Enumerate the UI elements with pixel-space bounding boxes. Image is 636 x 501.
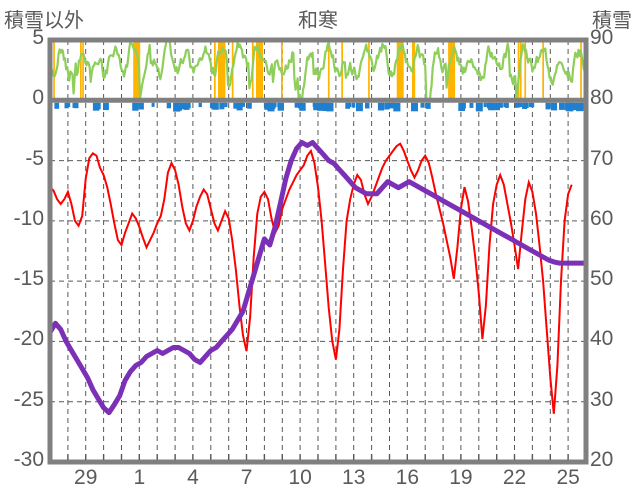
- y-axis-right-tick: 50: [590, 267, 614, 291]
- y-axis-right-tick: 30: [590, 387, 614, 411]
- x-axis-tick: 1: [133, 466, 146, 489]
- x-axis-tick: 22: [502, 466, 527, 489]
- y-axis-left-tick: 0: [32, 86, 44, 110]
- y-axis-right-tick: 70: [590, 146, 614, 170]
- x-axis-tick: 7: [240, 466, 253, 489]
- plot-frame: [47, 37, 589, 465]
- y-axis-right-tick: 80: [590, 86, 614, 110]
- x-axis-tick: 13: [342, 466, 366, 489]
- snow-depth-series: [50, 140, 586, 416]
- y-axis-left-tick: -25: [13, 387, 44, 411]
- humidity-series: [50, 40, 586, 102]
- y-axis-right-tick: 90: [590, 26, 614, 49]
- temperature-series: [50, 142, 573, 414]
- x-axis-tick: 4: [187, 466, 199, 489]
- x-axis-tick: 29: [74, 466, 98, 489]
- x-tick-marks: [67, 454, 569, 460]
- y-axis-left-tick: 5: [32, 26, 44, 49]
- gridlines: [50, 40, 586, 462]
- y-axis-left-tick: -10: [13, 206, 44, 230]
- y-axis-right-tick: 20: [590, 448, 614, 471]
- x-axis-tick: 19: [449, 466, 473, 489]
- right-axis-unit-label: 積雪: [592, 10, 632, 32]
- left-axis-unit-label: 積雪以外: [4, 10, 84, 32]
- x-axis-tick: 10: [288, 466, 312, 489]
- x-axis-tick: 16: [395, 466, 419, 489]
- y-axis-left-tick: -20: [13, 327, 44, 351]
- snowfall-bars: [54, 102, 586, 112]
- x-axis-tick: 25: [556, 466, 580, 489]
- y-axis-right-tick: 60: [590, 206, 614, 230]
- y-axis-left-tick: -15: [13, 267, 44, 291]
- y-axis-left-tick: -5: [25, 146, 44, 170]
- y-axis-right-tick: 40: [590, 327, 614, 351]
- chart-title: 和寒: [298, 10, 338, 32]
- y-axis-left-tick: -30: [13, 448, 44, 471]
